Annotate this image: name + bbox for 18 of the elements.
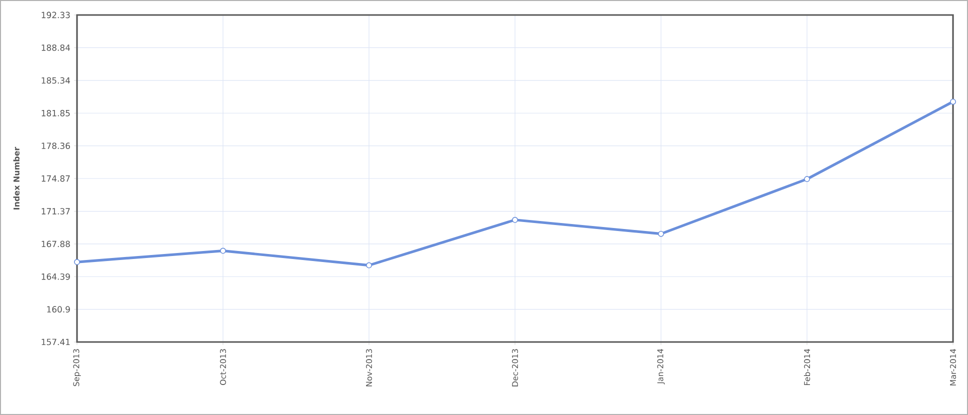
y-tick-label: 167.88 [42,240,70,248]
y-tick-label: 164.39 [42,273,70,280]
point [804,176,810,182]
y-tick-label: 160.9 [47,306,70,313]
y-tick-label: 188.84 [42,44,70,51]
point [512,216,518,223]
point [950,98,956,105]
point [366,262,372,268]
y-tick-label: 185.34 [42,77,70,84]
point [658,230,664,237]
y-tick-label: 192.33 [42,12,70,18]
y-tick-label: 174.87 [42,175,70,182]
y-tick-label: 171.37 [42,208,70,214]
y-tick-label: 181.85 [42,110,70,116]
y-tick-label: 157.41 [42,338,70,346]
y-tick-label: 178.36 [42,142,70,150]
point [220,248,226,254]
point [74,259,80,266]
